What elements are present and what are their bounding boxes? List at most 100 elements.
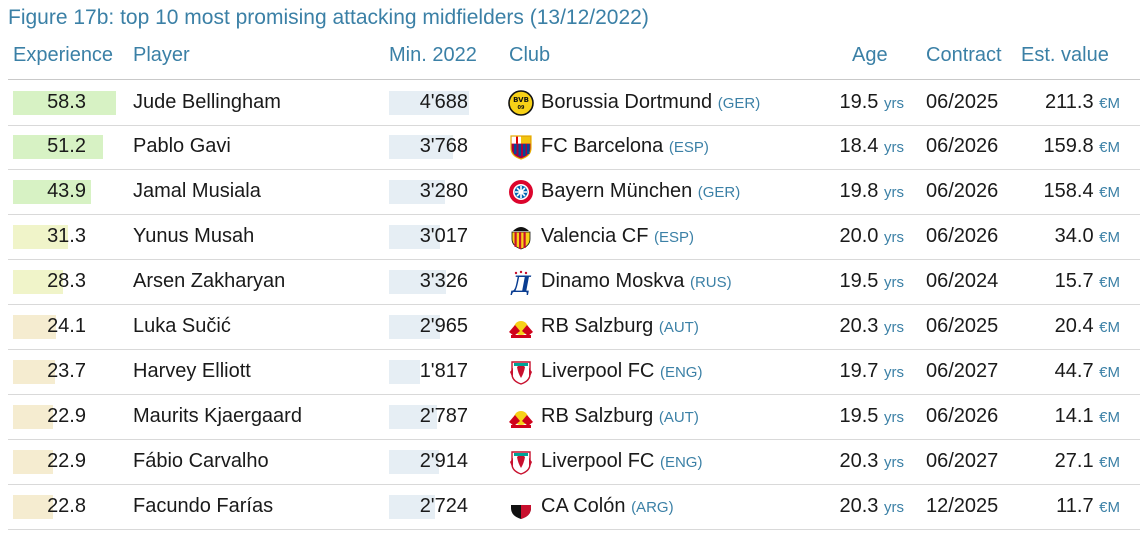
minutes-bar xyxy=(389,225,440,249)
player-name: Pablo Gavi xyxy=(133,135,231,157)
experience-bar xyxy=(13,91,116,115)
experience-bar xyxy=(13,180,91,204)
est-value: 34.0 xyxy=(1054,225,1094,247)
experience-bar xyxy=(13,225,68,249)
contract-value: 06/2025 xyxy=(926,315,999,337)
minutes-value: 3'326 xyxy=(419,270,468,292)
contract-value: 06/2026 xyxy=(926,405,999,427)
age-value: 19.7 xyxy=(839,360,879,382)
experience-value: 28.3 xyxy=(47,270,86,292)
age-cell: 20.3 yrs xyxy=(808,439,905,483)
est-value: 159.8 xyxy=(1043,135,1094,157)
age-value: 19.5 xyxy=(839,405,879,427)
contract-value: 06/2026 xyxy=(926,135,999,157)
age-cell: 19.8 yrs xyxy=(808,169,905,213)
value-cell: 11.7 €M xyxy=(998,484,1120,528)
table-row: 58.3 Jude Bellingham 4'688 BVB 09 Borussi… xyxy=(8,79,1140,126)
svg-text:BVB: BVB xyxy=(513,96,529,104)
club-country: (GER) xyxy=(697,184,741,201)
header-club: Club xyxy=(509,44,551,66)
experience-bar xyxy=(13,270,63,294)
est-value: 11.7 xyxy=(1056,495,1094,517)
age-value: 20.3 xyxy=(839,315,879,337)
player-name: Harvey Elliott xyxy=(133,360,251,382)
club-country: (ESP) xyxy=(654,229,695,246)
value-cell: 158.4 €M xyxy=(998,169,1120,213)
contract-value: 06/2024 xyxy=(926,270,999,292)
value-cell: 44.7 €M xyxy=(998,349,1120,393)
table-row: 43.9 Jamal Musiala 3'280 Bayern München … xyxy=(8,169,1140,215)
header-age: Age xyxy=(852,44,888,66)
experience-value: 51.2 xyxy=(47,135,86,157)
minutes-bar xyxy=(389,135,453,159)
value-cell: 20.4 €M xyxy=(998,304,1120,348)
club-name: Valencia CF xyxy=(541,225,649,247)
table-row: 31.3 Yunus Musah 3'017 Valencia CF (ESP)… xyxy=(8,214,1140,260)
header-contract: Contract xyxy=(926,44,1002,66)
minutes-value: 2'965 xyxy=(419,315,468,337)
est-value: 211.3 xyxy=(1045,91,1094,113)
club-cell: RB Salzburg (AUT) xyxy=(541,304,699,348)
header-experience: Experience xyxy=(13,44,114,66)
experience-value: 22.8 xyxy=(47,495,86,517)
minutes-value: 2'787 xyxy=(419,405,468,427)
club-cell: CA Colón (ARG) xyxy=(541,484,674,528)
value-cell: 211.3 €M xyxy=(998,80,1120,124)
minutes-bar xyxy=(389,180,445,204)
minutes-bar xyxy=(389,450,439,474)
age-unit: yrs xyxy=(884,454,904,471)
age-value: 20.0 xyxy=(839,225,879,247)
player-name: Facundo Farías xyxy=(133,495,274,517)
club-cell: FC Barcelona (ESP) xyxy=(541,124,709,168)
club-name: RB Salzburg xyxy=(541,315,654,337)
table-row: 22.9 Maurits Kjaergaard 2'787 RB Salzbur… xyxy=(8,394,1140,440)
svg-text:Д: Д xyxy=(510,272,531,295)
contract-value: 06/2026 xyxy=(926,225,999,247)
age-cell: 20.3 yrs xyxy=(808,304,905,348)
age-unit: yrs xyxy=(884,229,904,246)
club-country: (ARG) xyxy=(631,499,674,516)
age-cell: 19.5 yrs xyxy=(808,80,905,124)
value-unit: €M xyxy=(1099,364,1120,381)
valencia-logo-icon xyxy=(508,224,534,250)
bayern-logo-icon xyxy=(508,179,534,205)
minutes-value: 3'017 xyxy=(419,225,468,247)
age-unit: yrs xyxy=(884,364,904,381)
club-cell: Borussia Dortmund (GER) xyxy=(541,80,760,124)
minutes-bar xyxy=(389,270,446,294)
salzburg-logo-icon xyxy=(508,404,534,430)
age-unit: yrs xyxy=(884,184,904,201)
header-player: Player xyxy=(133,44,190,66)
value-unit: €M xyxy=(1099,499,1120,516)
experience-bar xyxy=(13,405,53,429)
barcelona-logo-icon xyxy=(508,134,534,160)
club-name: Liverpool FC xyxy=(541,360,655,382)
value-cell: 159.8 €M xyxy=(998,124,1120,168)
est-value: 14.1 xyxy=(1054,405,1094,427)
experience-value: 58.3 xyxy=(47,91,86,113)
club-name: FC Barcelona xyxy=(541,135,664,157)
club-name: Dinamo Moskva xyxy=(541,270,685,292)
age-unit: yrs xyxy=(884,319,904,336)
value-unit: €M xyxy=(1099,409,1120,426)
experience-value: 43.9 xyxy=(47,180,86,202)
table-row: 28.3 Arsen Zakharyan 3'326 Д Dinamo Mosk… xyxy=(8,259,1140,305)
player-name: Jamal Musiala xyxy=(133,180,261,202)
minutes-bar xyxy=(389,405,437,429)
player-name: Maurits Kjaergaard xyxy=(133,405,302,427)
club-country: (AUT) xyxy=(658,409,699,426)
club-country: (AUT) xyxy=(658,319,699,336)
contract-value: 06/2025 xyxy=(926,91,999,113)
minutes-value: 2'914 xyxy=(419,450,468,472)
minutes-value: 2'724 xyxy=(419,495,468,517)
figure-title: Figure 17b: top 10 most promising attack… xyxy=(8,6,649,29)
value-unit: €M xyxy=(1099,184,1120,201)
est-value: 158.4 xyxy=(1043,180,1094,202)
age-cell: 18.4 yrs xyxy=(808,124,905,168)
est-value: 27.1 xyxy=(1054,450,1094,472)
club-country: (ENG) xyxy=(659,364,703,381)
club-cell: Valencia CF (ESP) xyxy=(541,214,694,258)
age-cell: 19.7 yrs xyxy=(808,349,905,393)
age-cell: 20.0 yrs xyxy=(808,214,905,258)
age-value: 18.4 xyxy=(839,135,879,157)
